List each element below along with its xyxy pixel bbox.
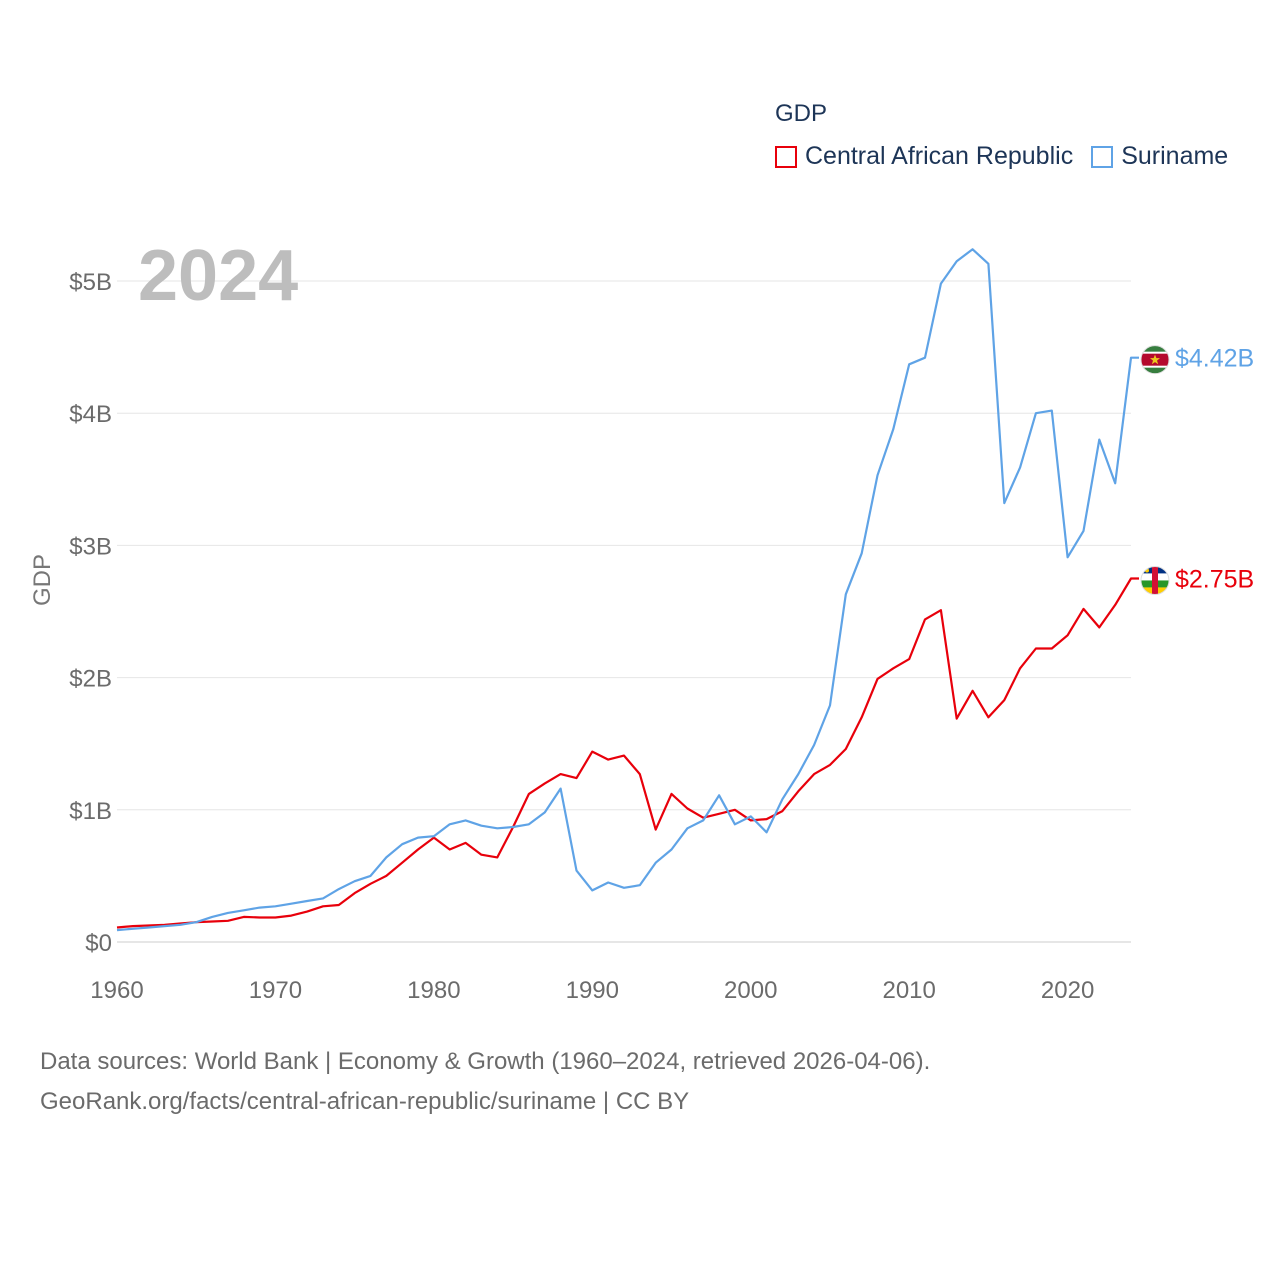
grid-lines [117, 280, 1131, 943]
y-tick-label: $3B [69, 533, 112, 560]
footer: Data sources: World Bank | Economy & Gro… [40, 1042, 930, 1122]
series-line-suriname [116, 248, 1139, 932]
end-label-central-african-republic: $2.75B [1175, 565, 1254, 593]
legend-swatch-central-african-republic [775, 145, 797, 168]
x-tick-label: 1990 [566, 977, 619, 1004]
end-label-suriname: $4.42B [1175, 345, 1254, 373]
x-tick-label: 1980 [407, 977, 460, 1004]
x-axis-ticks: 1960 1970 1980 1990 2000 2010 2020 [90, 977, 1094, 1004]
y-tick-label: $4B [69, 401, 112, 428]
year-watermark: 2024 [138, 236, 298, 316]
y-tick-label: $5B [69, 269, 112, 296]
legend-swatch-suriname [1091, 145, 1114, 168]
series-line-central-african-republic [116, 577, 1139, 929]
x-tick-label: 1970 [249, 977, 302, 1004]
footer-sources: Data sources: World Bank | Economy & Gro… [40, 1048, 931, 1075]
legend-item-suriname[interactable]: Suriname [1091, 142, 1228, 171]
legend-title: GDP [775, 100, 828, 127]
x-tick-label: 2020 [1041, 977, 1094, 1004]
y-tick-label: $0 [85, 930, 112, 957]
series-end-labels: $2.75B $4.42B [1140, 345, 1254, 595]
legend: Central African Republic Suriname [775, 142, 1246, 171]
legend-label-suriname: Suriname [1121, 142, 1229, 170]
central-african-republic-flag-icon [1140, 565, 1170, 595]
y-tick-label: $1B [69, 798, 112, 825]
suriname-flag-icon [1140, 345, 1170, 375]
x-tick-label: 2010 [882, 977, 935, 1004]
x-tick-label: 2000 [724, 977, 777, 1004]
legend-label-central-african-republic: Central African Republic [805, 142, 1074, 170]
series-lines [116, 248, 1139, 932]
y-tick-label: $2B [69, 666, 112, 693]
footer-link[interactable]: GeoRank.org/facts/central-african-republ… [40, 1088, 690, 1115]
x-tick-label: 1960 [90, 977, 143, 1004]
y-axis-label: GDP [29, 554, 56, 606]
y-axis-ticks: $0 $1B $2B $3B $4B $5B [69, 269, 112, 957]
legend-item-central-african-republic[interactable]: Central African Republic [775, 142, 1073, 171]
